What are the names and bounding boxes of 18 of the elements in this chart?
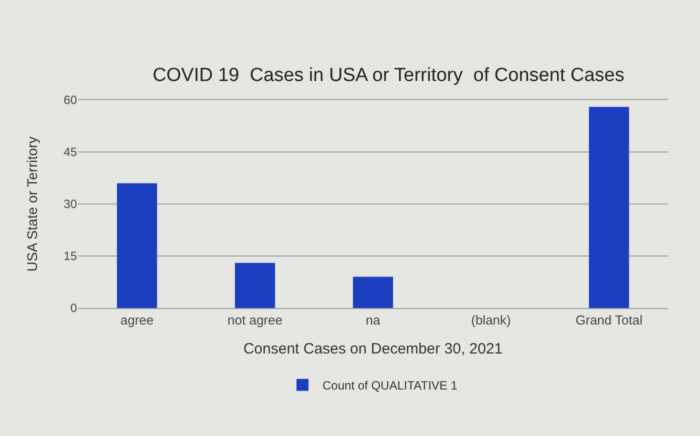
x-tick-label: Grand Total (576, 312, 643, 328)
bar (234, 262, 276, 308)
bar (588, 106, 630, 308)
y-axis-title: USA State or Territory (24, 136, 40, 272)
x-tick-label: agree (120, 312, 154, 328)
bar (352, 276, 394, 308)
x-tick-label: na (366, 312, 381, 328)
y-tick-label: 15 (64, 249, 78, 264)
x-axis-title: Consent Cases on December 30, 2021 (243, 340, 503, 358)
bar (116, 183, 158, 308)
x-tick-label: (blank) (471, 312, 511, 328)
x-tick-label: not agree (228, 312, 282, 328)
y-tick-label: 60 (64, 93, 78, 108)
y-tick-label: 0 (70, 301, 78, 316)
y-tick-label: 45 (64, 145, 78, 160)
chart-title: COVID 19 Cases in USA or Territory of Consent Cases (152, 64, 624, 86)
y-tick-label: 30 (64, 197, 78, 212)
legend-label: Count of QUALITATIVE 1 (322, 378, 458, 393)
